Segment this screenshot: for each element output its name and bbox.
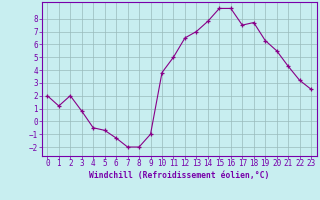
X-axis label: Windchill (Refroidissement éolien,°C): Windchill (Refroidissement éolien,°C) (89, 171, 269, 180)
